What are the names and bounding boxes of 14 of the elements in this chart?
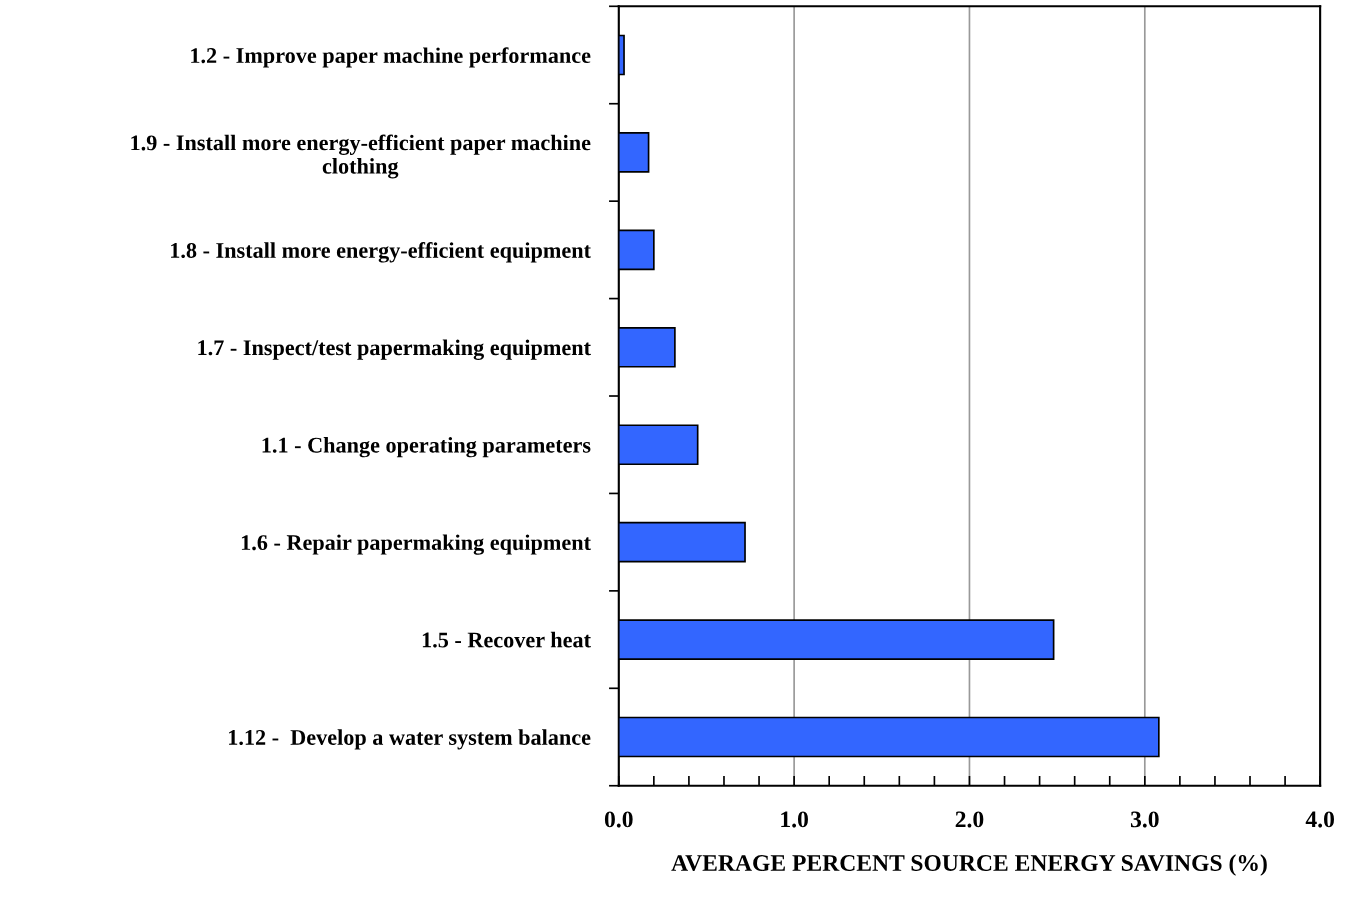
x-tick-label: 4.0 bbox=[1305, 811, 1335, 828]
x-tick-label: 0.0 bbox=[604, 811, 633, 828]
x-tick-label: 3.0 bbox=[1130, 811, 1159, 828]
y-tick-label: 1.1 - Change operating parameters bbox=[262, 437, 591, 458]
y-tick-label: 1.6 - Repair papermaking equipment bbox=[241, 534, 591, 555]
y-tick-label: 1.9 - Install more energy-efficient paper machine clothing bbox=[131, 134, 591, 179]
x-tick-label: 1.0 bbox=[781, 811, 808, 828]
x-tick-label: 2.0 bbox=[955, 811, 984, 828]
y-tick-label: 1.8 - Install more energy-efficient equipment bbox=[171, 242, 591, 263]
y-tick-label: 1.2 - Improve paper machine performance bbox=[191, 47, 591, 68]
x-axis-title: AVERAGE PERCENT SOURCE ENERGY SAVINGS (%) bbox=[671, 854, 1267, 876]
y-tick-label: 1.7 - Inspect/test papermaking equipment bbox=[198, 339, 591, 360]
y-tick-label: 1.5 - Recover heat bbox=[422, 631, 591, 648]
y-tick-label: 1.12 - Develop a water system balance bbox=[229, 729, 591, 750]
